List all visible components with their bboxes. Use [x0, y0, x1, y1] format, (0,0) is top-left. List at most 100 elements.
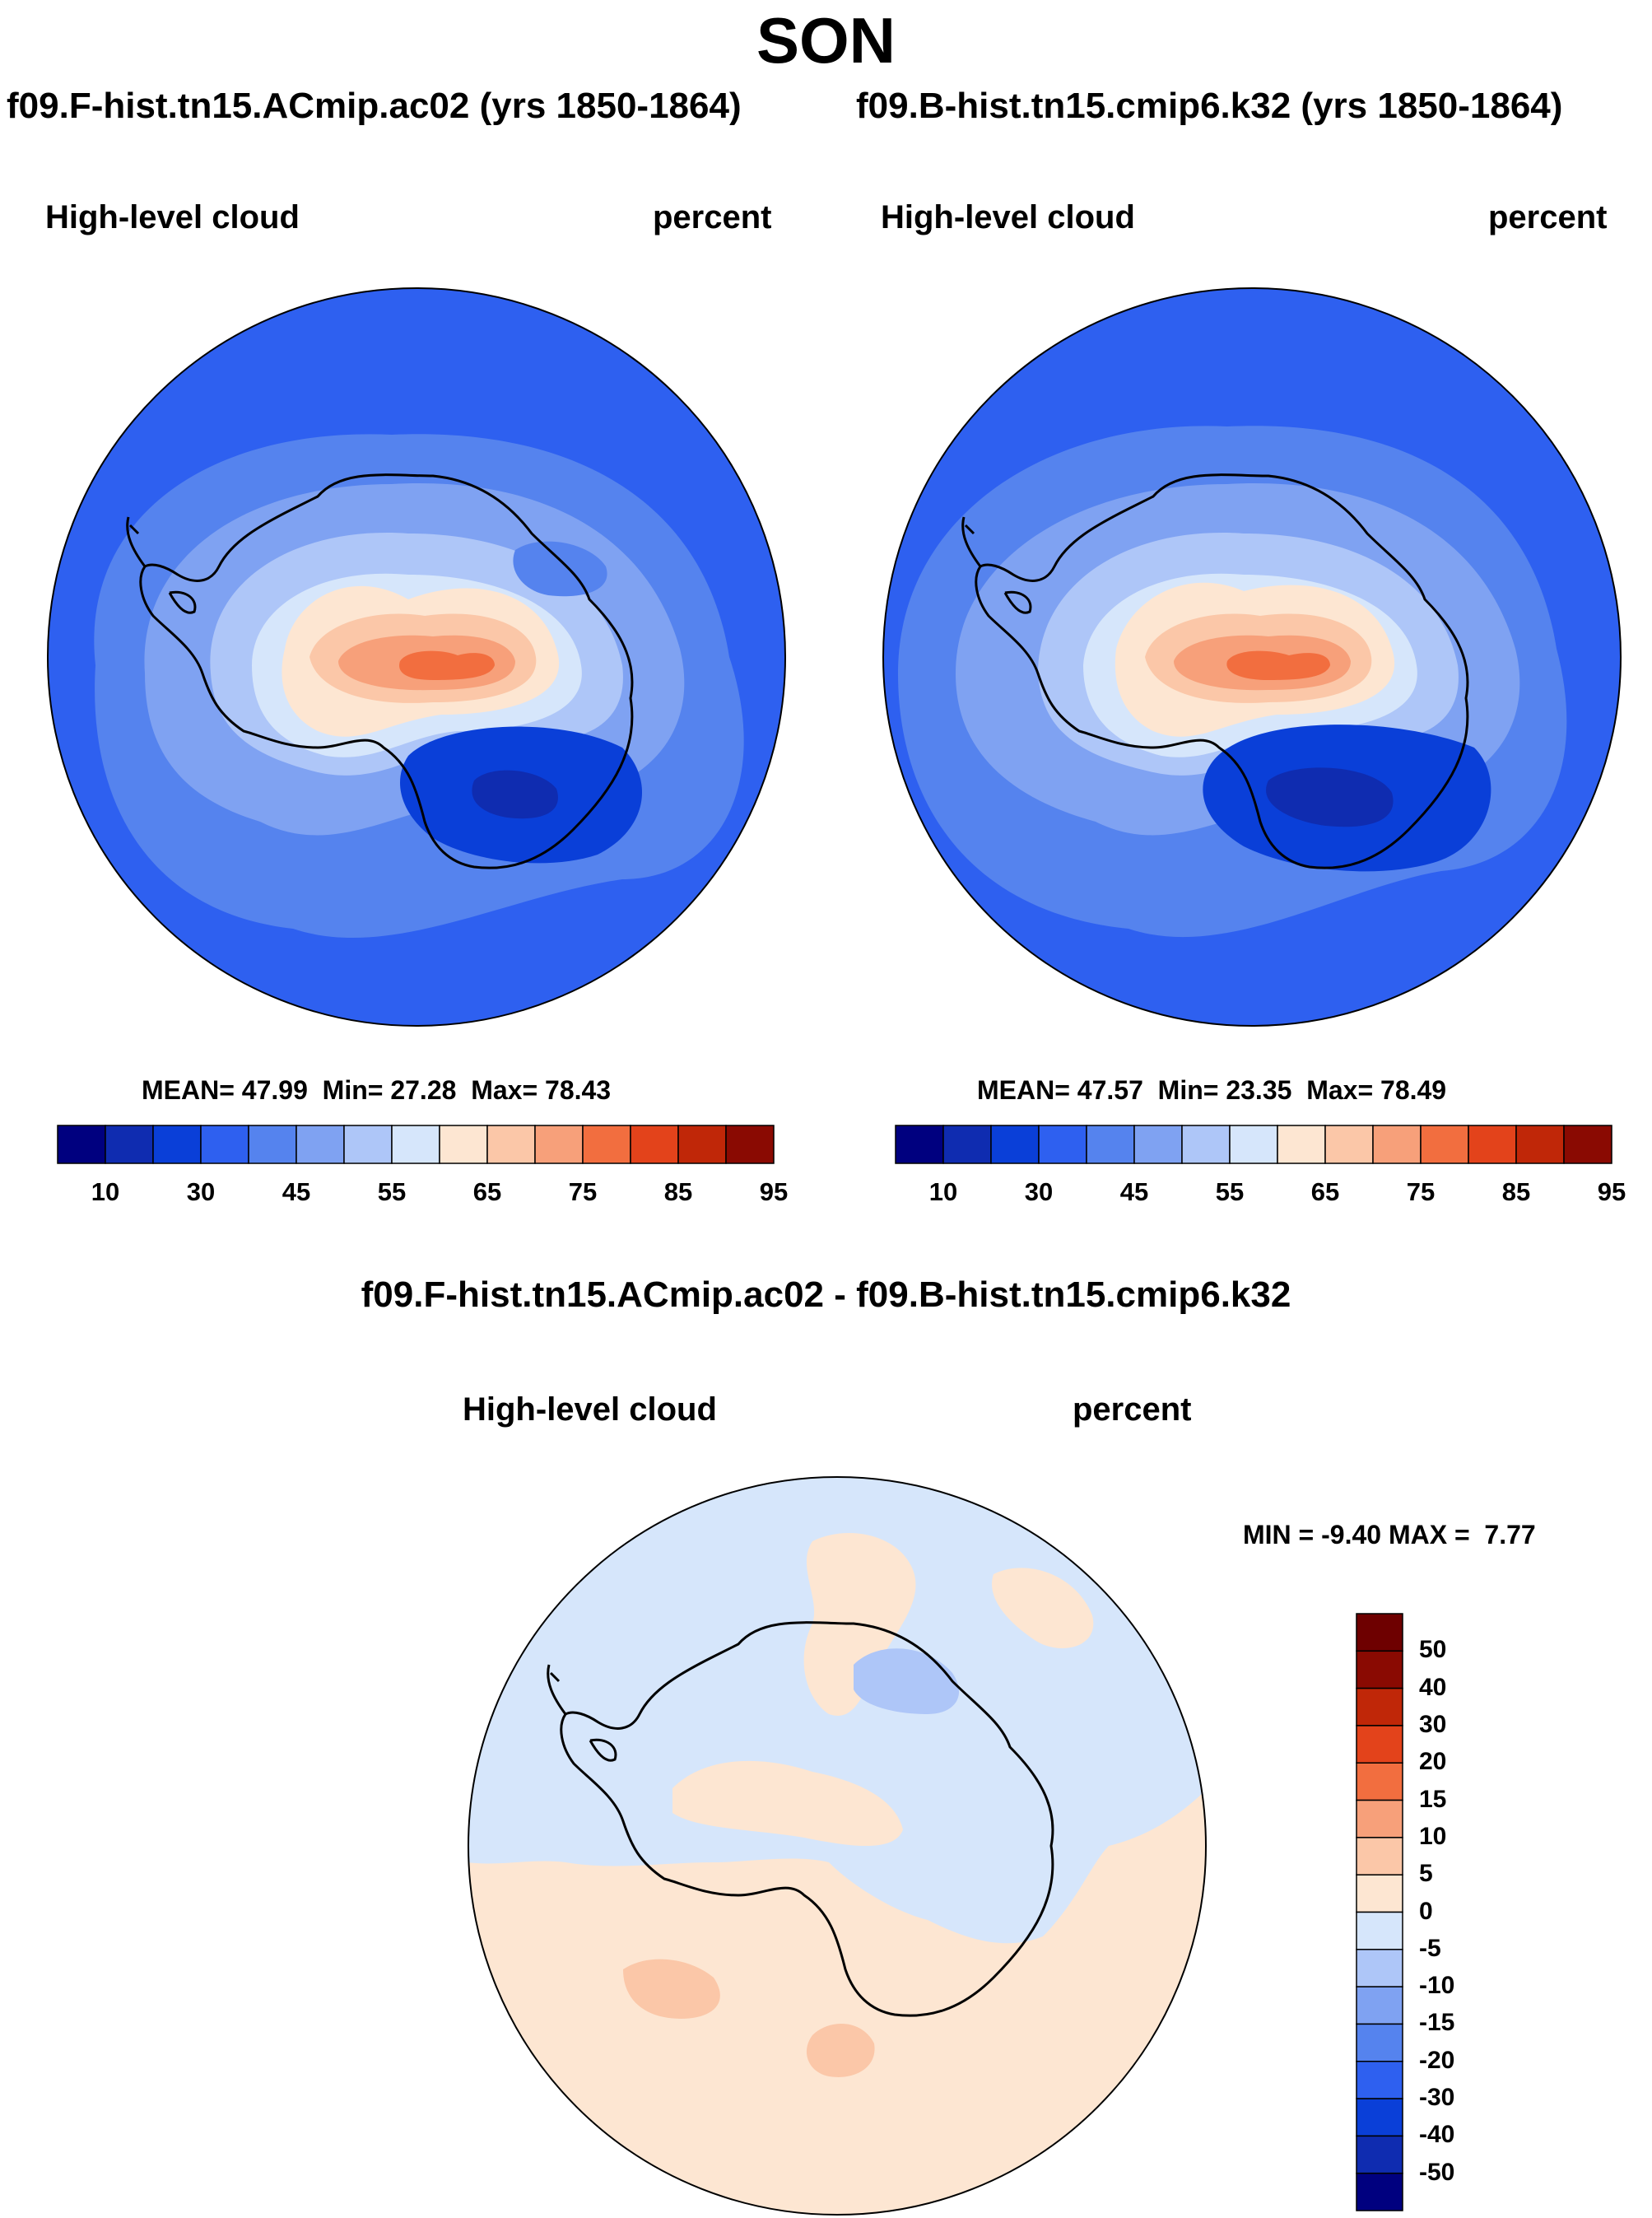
panel3-min-label: MIN =	[1243, 1520, 1315, 1549]
colorbar-2-swatch	[1468, 1125, 1517, 1164]
map3-positive-patch-10-west	[623, 1959, 720, 2019]
panel1-max-label: Max=	[471, 1075, 538, 1105]
colorbar-2-swatch	[990, 1125, 1040, 1164]
colorbar-3-tick-label: -15	[1419, 2009, 1455, 2037]
colorbar-1-swatch	[725, 1125, 775, 1164]
colorbar-1-tick-label: 95	[759, 1177, 789, 1206]
difference-title: f09.F-hist.tn15.ACmip.ac02 - f09.B-hist.…	[361, 1274, 1291, 1315]
panel3-units-label: percent	[1073, 1391, 1192, 1428]
colorbar-2-tick-label: 45	[1119, 1177, 1149, 1206]
colorbar-3-swatch	[1356, 2023, 1403, 2062]
panel3-min-value: -9.40	[1321, 1520, 1382, 1549]
colorbar-3-tick-label: -5	[1419, 1934, 1441, 1962]
panel2-min-value: 23.35	[1226, 1075, 1292, 1105]
colorbar-1-swatch	[439, 1125, 488, 1164]
colorbar-1-ticks: 10 30 45 55 65 75 85 95	[58, 1177, 788, 1210]
map3-peninsula	[547, 1664, 617, 1762]
map1-coastline	[139, 473, 634, 869]
colorbar-3-swatch	[1356, 1911, 1403, 1950]
panel3-max-label: MAX =	[1388, 1520, 1470, 1549]
map3-negative-patch-10	[854, 1648, 960, 1714]
colorbar-1-swatch	[391, 1125, 440, 1164]
colorbar-3-swatch	[1356, 2098, 1403, 2137]
colorbar-3-tick-label: 40	[1419, 1673, 1447, 1701]
panel1-min-value: 27.28	[390, 1075, 457, 1105]
colorbar-3-swatch	[1356, 1762, 1403, 1801]
panel1-mean-label: MEAN=	[142, 1075, 235, 1105]
map1-band-80	[399, 650, 495, 680]
panel3-max-value: 7.77	[1484, 1520, 1536, 1549]
map1-outline	[47, 287, 786, 1027]
colorbar-3-swatch	[1356, 1986, 1403, 2025]
panel3-stats: MIN = -9.40 MAX = 7.77	[1243, 1520, 1536, 1550]
colorbar-1-swatch	[295, 1125, 345, 1164]
colorbar-3-tick-label: 10	[1419, 1822, 1447, 1850]
colorbar-1-swatch	[57, 1125, 106, 1164]
colorbar-2-swatch	[1181, 1125, 1231, 1164]
map2-outline	[882, 287, 1622, 1027]
colorbar-2-swatch	[1133, 1125, 1183, 1164]
colorbar-3-swatch	[1356, 1949, 1403, 1987]
colorbar-2-swatch	[942, 1125, 992, 1164]
panel2-max-value: 78.49	[1380, 1075, 1447, 1105]
colorbar-2-swatch	[1515, 1125, 1565, 1164]
panel2-min-label: Min=	[1157, 1075, 1219, 1105]
colorbar-1-swatch	[343, 1125, 393, 1164]
colorbar-3-swatch	[1356, 1799, 1403, 1838]
map1-low-region-20	[472, 770, 558, 819]
map-panel-difference	[468, 1476, 1207, 2216]
colorbar-3-tick-label: 20	[1419, 1748, 1447, 1776]
map-panel-2	[882, 287, 1622, 1027]
map1-peninsula	[126, 516, 197, 614]
colorbar-3-tick-label: 15	[1419, 1785, 1447, 1813]
panel1-stats: MEAN= 47.99 Min= 27.28 Max= 78.43	[142, 1075, 611, 1106]
colorbar-3-tick-label: 50	[1419, 1636, 1447, 1664]
colorbar-2-swatch	[1563, 1125, 1612, 1164]
colorbar-1-swatch	[677, 1125, 727, 1164]
colorbar-2-tick-label: 55	[1215, 1177, 1245, 1206]
panel1-units-label: percent	[653, 199, 772, 235]
colorbar-2-swatch	[1277, 1125, 1326, 1164]
colorbar-1-tick-label: 65	[472, 1177, 502, 1206]
colorbar-2-swatch	[1372, 1125, 1422, 1164]
map2-band-80	[1226, 650, 1330, 680]
colorbar-3-swatch	[1356, 2135, 1403, 2174]
colorbar-1-tick-label: 45	[282, 1177, 311, 1206]
colorbar-1-tick-label: 85	[663, 1177, 693, 1206]
panel3-variable-label: High-level cloud	[463, 1391, 717, 1428]
colorbar-3-swatch	[1356, 1874, 1403, 1913]
colorbar-panel-2	[895, 1125, 1612, 1164]
colorbar-3-tick-label: -50	[1419, 2158, 1455, 2186]
panel1-min-label: Min=	[322, 1075, 384, 1105]
colorbar-2-tick-label: 85	[1501, 1177, 1531, 1206]
colorbar-2-tick-label: 95	[1597, 1177, 1626, 1206]
colorbar-3-tick-label: -20	[1419, 2046, 1455, 2074]
colorbar-1-swatch	[486, 1125, 536, 1164]
colorbar-2-tick-label: 65	[1310, 1177, 1340, 1206]
colorbar-3-ticks: 50 40 30 20 15 10 5 0 -5 -10 -15 -20 -30 -40 -50	[1419, 1614, 1518, 2211]
colorbar-2-swatch	[895, 1125, 944, 1164]
panel2-max-label: Max=	[1306, 1075, 1374, 1105]
colorbar-panel-1	[57, 1125, 775, 1164]
case1-title: f09.F-hist.tn15.ACmip.ac02 (yrs 1850-186…	[7, 86, 742, 126]
map2-low-region-20	[1266, 767, 1394, 827]
colorbar-3-swatch	[1356, 1725, 1403, 1764]
map-panel-1	[47, 287, 786, 1027]
colorbar-2-swatch	[1229, 1125, 1278, 1164]
figure-season-title: SON	[756, 4, 896, 77]
colorbar-3-swatch	[1356, 1687, 1403, 1726]
panel2-variable-label: High-level cloud	[881, 199, 1135, 235]
colorbar-3-swatch	[1356, 1613, 1403, 1652]
colorbar-1-swatch	[534, 1125, 584, 1164]
colorbar-3-tick-label: -30	[1419, 2084, 1455, 2112]
colorbar-2-swatch	[1038, 1125, 1087, 1164]
colorbar-1-swatch	[630, 1125, 679, 1164]
colorbar-difference	[1356, 1613, 1403, 2211]
map1-east-low-45	[513, 541, 607, 597]
colorbar-1-swatch	[152, 1125, 202, 1164]
panel1-max-value: 78.43	[545, 1075, 612, 1105]
colorbar-3-tick-label: -40	[1419, 2121, 1455, 2149]
colorbar-3-swatch	[1356, 1837, 1403, 1876]
colorbar-3-swatch	[1356, 2061, 1403, 2099]
map2-peninsula	[961, 516, 1032, 614]
